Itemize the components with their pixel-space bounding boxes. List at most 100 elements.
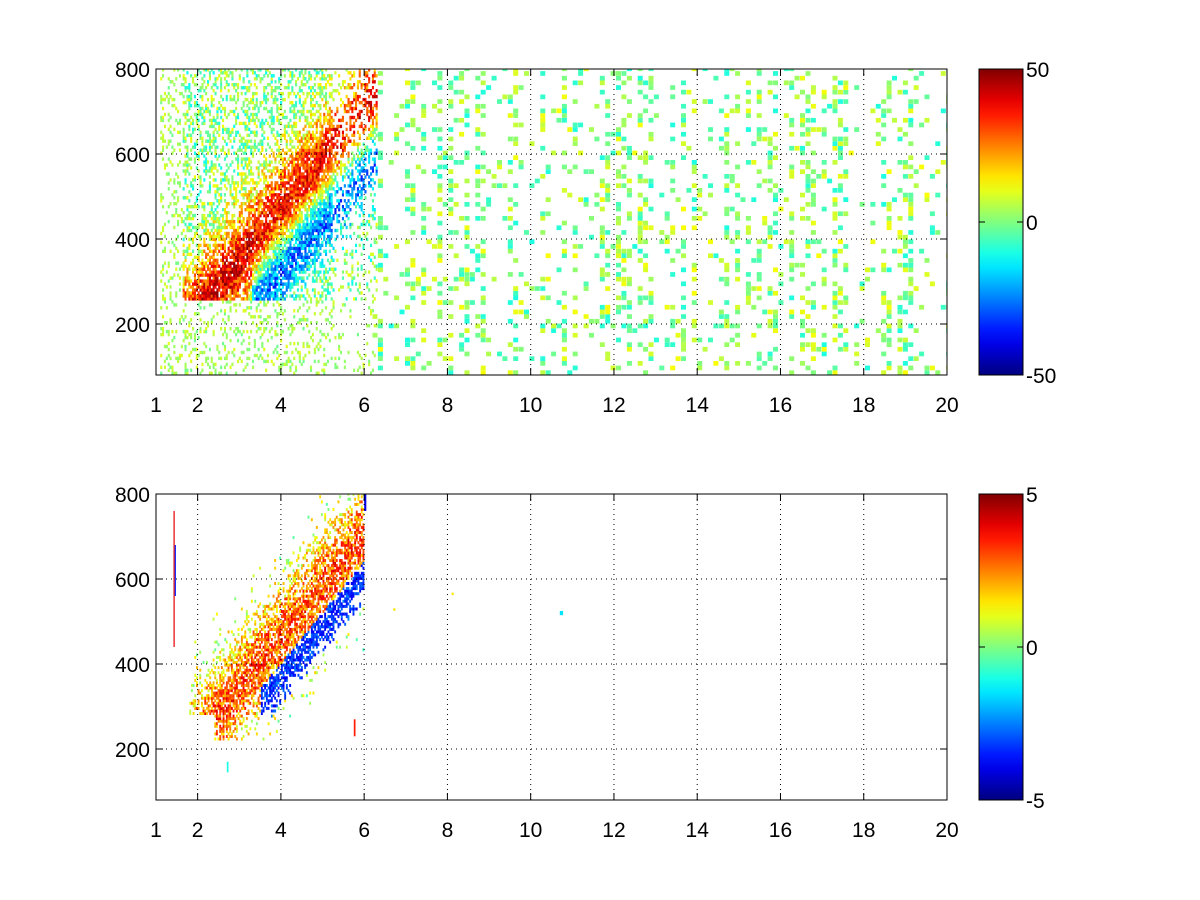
heatmap-cell: [437, 290, 443, 296]
heatmap-cell: [238, 249, 241, 253]
heatmap-cell: [266, 240, 269, 245]
heatmap-cell: [345, 94, 348, 99]
heatmap-cell: [265, 234, 268, 239]
heatmap-cell: [214, 276, 217, 280]
heatmap-cell: [311, 279, 314, 283]
heatmap-cell: [240, 341, 243, 346]
heatmap-cell: [184, 181, 187, 185]
heatmap-cell: [326, 234, 329, 239]
heatmap-cell: [293, 74, 296, 78]
heatmap-cell: [360, 157, 363, 161]
heatmap-cell: [259, 77, 262, 81]
heatmap-cell: [184, 222, 187, 227]
heatmap-cell: [300, 216, 303, 221]
heatmap-cell: [184, 258, 187, 262]
heatmap-cell: [281, 216, 284, 221]
heatmap-cell: [323, 222, 326, 227]
heatmap-cell: [266, 255, 269, 259]
heatmap-cell: [308, 344, 311, 349]
heatmap-cell: [293, 216, 296, 221]
heatmap-cell: [343, 252, 346, 256]
heatmap-cell: [304, 261, 307, 265]
heatmap-cell: [308, 172, 311, 176]
heatmap-cell: [182, 252, 185, 256]
heatmap-cell: [199, 133, 202, 137]
heatmap-cell: [272, 276, 275, 280]
heatmap-cell: [298, 255, 301, 259]
heatmap-cell: [448, 365, 454, 371]
heatmap-cell: [308, 213, 311, 218]
heatmap-cell: [315, 121, 318, 126]
heatmap-cell: [272, 133, 275, 137]
heatmap-cell: [266, 222, 269, 227]
heatmap-cell: [326, 225, 329, 230]
heatmap-cell: [186, 249, 189, 253]
heatmap-cell: [238, 172, 241, 176]
heatmap-cell: [355, 193, 358, 197]
heatmap-cell: [216, 199, 219, 203]
heatmap-cell: [203, 341, 206, 346]
heatmap-cell: [323, 282, 326, 286]
heatmap-cell: [212, 291, 215, 295]
heatmap-cell: [296, 225, 299, 230]
heatmap-cell: [253, 187, 256, 191]
heatmap-cell: [330, 297, 333, 301]
heatmap-cell: [208, 184, 211, 188]
heatmap-cell: [281, 178, 284, 182]
heatmap-cell: [295, 115, 298, 120]
heatmap-cell: [244, 202, 247, 206]
heatmap-cell: [325, 115, 328, 120]
heatmap-cell: [283, 133, 286, 137]
heatmap-cell: [349, 86, 352, 90]
heatmap-cell: [334, 365, 337, 369]
heatmap-cell: [283, 258, 286, 262]
heatmap-cell: [237, 86, 240, 90]
heatmap-cell: [321, 77, 324, 81]
heatmap-cell: [225, 267, 228, 271]
heatmap-cell: [195, 115, 198, 120]
heatmap-cell: [358, 133, 361, 137]
heatmap-cell: [295, 368, 298, 372]
heatmap-cell: [212, 267, 215, 271]
heatmap-cell: [370, 109, 373, 114]
heatmap-cell: [266, 163, 269, 167]
heatmap-cell: [255, 276, 258, 280]
heatmap-cell: [345, 142, 348, 146]
heatmap-cell: [246, 255, 249, 259]
heatmap-cell: [218, 270, 221, 274]
heatmap-cell: [268, 219, 271, 224]
heatmap-cell: [323, 264, 326, 268]
heatmap-cell: [233, 196, 236, 200]
heatmap-cell: [293, 157, 296, 161]
heatmap-cell: [268, 315, 271, 319]
heatmap-cell: [276, 297, 279, 301]
heatmap-cell: [276, 115, 279, 120]
heatmap-cell: [464, 328, 470, 333]
heatmap-cell: [223, 267, 226, 271]
heatmap-cell: [225, 252, 228, 256]
heatmap-cell: [242, 151, 245, 155]
heatmap-cell: [370, 106, 373, 111]
heatmap-cell: [276, 288, 279, 292]
heatmap-cell: [274, 211, 277, 215]
heatmap-cell: [182, 288, 185, 292]
heatmap-cell: [162, 329, 165, 334]
heatmap-cell: [338, 205, 341, 209]
heatmap-cell: [216, 273, 219, 277]
heatmap-cell: [349, 71, 352, 75]
heatmap-cell: [265, 94, 268, 99]
heatmap-cell: [188, 100, 191, 105]
heatmap-cell: [326, 160, 329, 164]
heatmap-cell: [349, 181, 352, 185]
heatmap-cell: [169, 94, 172, 99]
heatmap-cell: [340, 145, 343, 149]
heatmap-cell: [300, 83, 303, 87]
heatmap-cell: [459, 131, 465, 137]
heatmap-cell: [308, 109, 311, 114]
heatmap-cell: [246, 267, 249, 271]
heatmap-cell: [210, 97, 213, 102]
heatmap-cell: [223, 127, 226, 132]
heatmap-cell: [231, 196, 234, 200]
heatmap-cell: [263, 228, 266, 233]
heatmap-cell: [244, 273, 247, 277]
